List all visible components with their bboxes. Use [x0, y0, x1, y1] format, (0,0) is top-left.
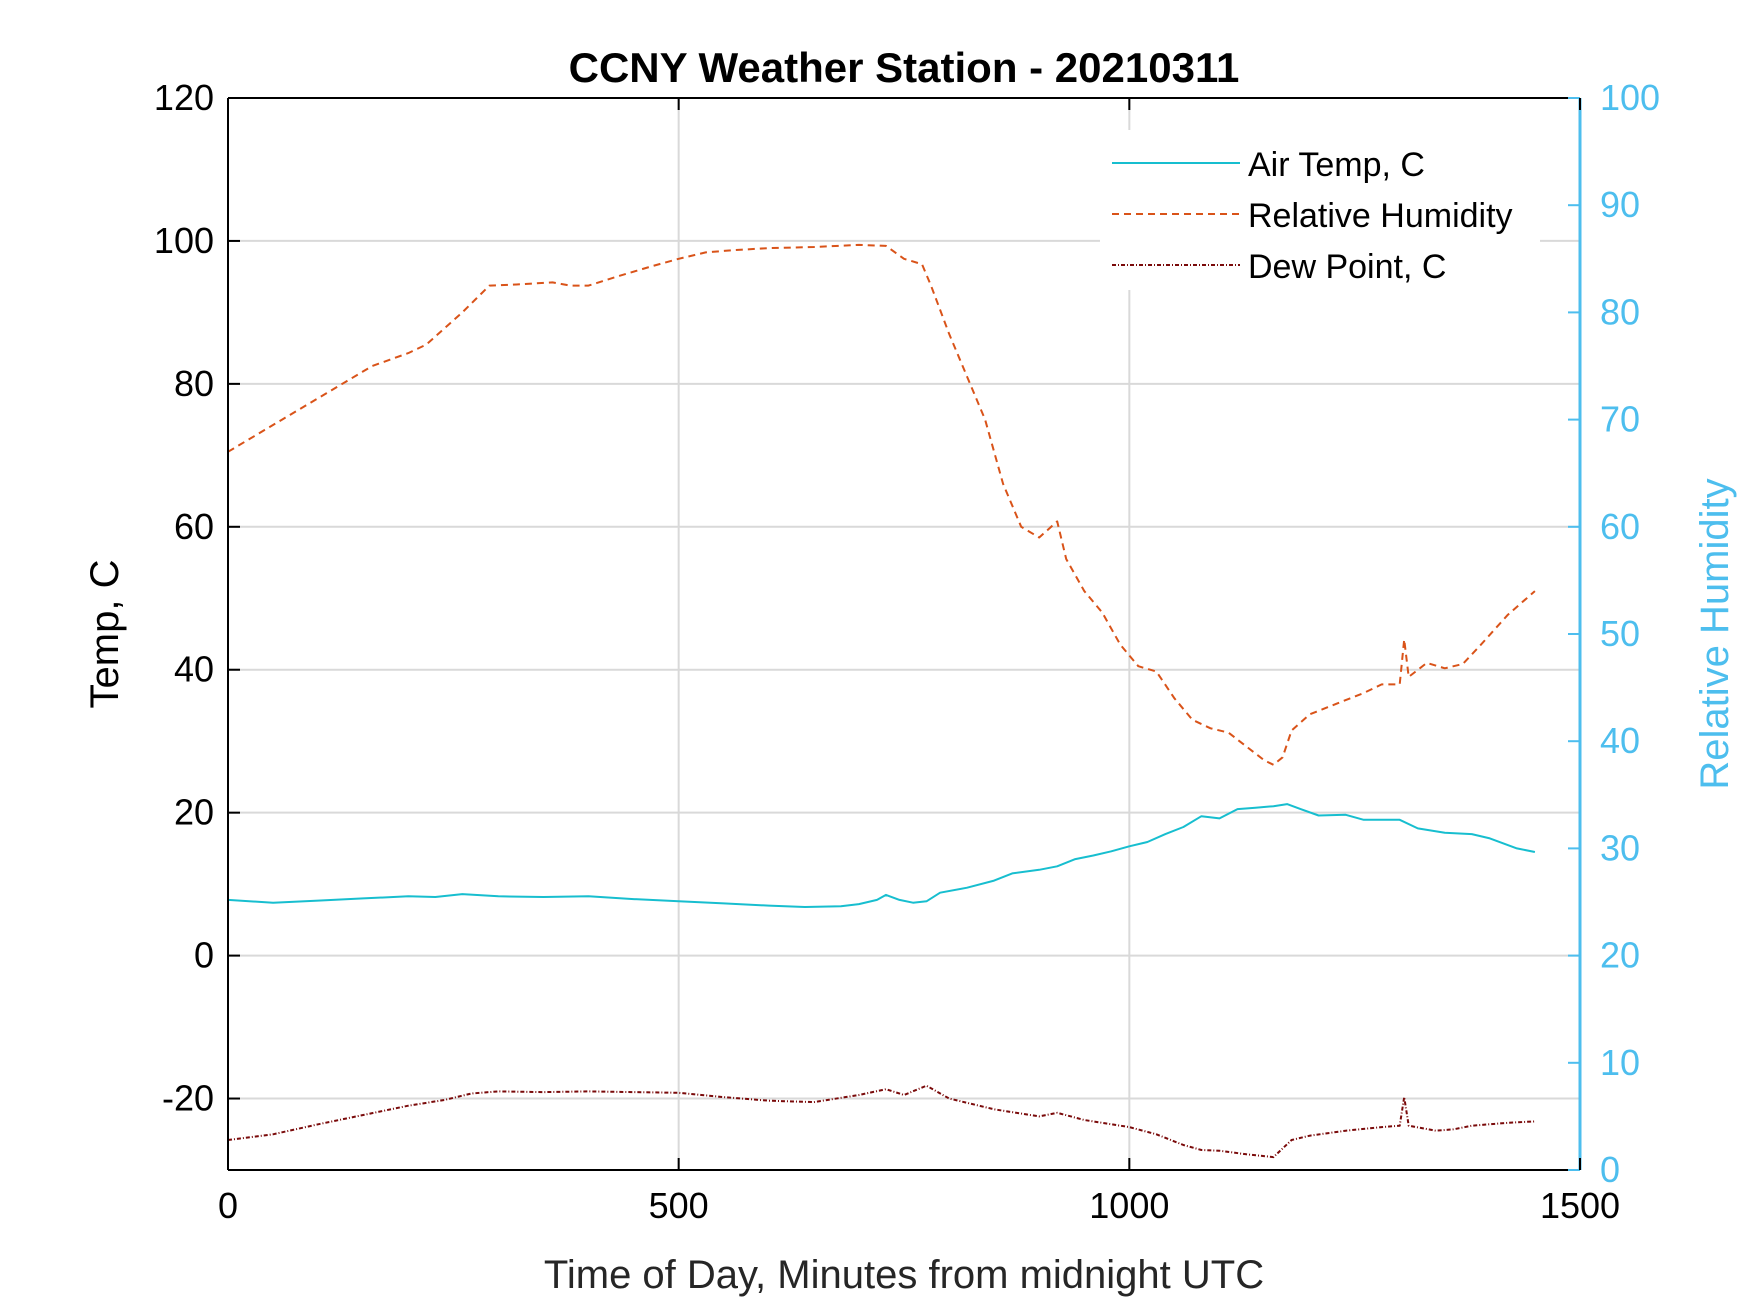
legend-entry-relative-humidity: Relative Humidity	[1248, 197, 1513, 235]
y-tick-label-left: 100	[154, 220, 214, 261]
x-tick-label: 1500	[1540, 1185, 1620, 1226]
line-relative-humidity	[227, 243, 1536, 766]
y-tick-label-right: 10	[1600, 1042, 1640, 1083]
x-axis-label: Time of Day, Minutes from midnight UTC	[544, 1253, 1264, 1297]
chart-title: CCNY Weather Station - 20210311	[569, 44, 1240, 91]
tick-labels: -20 0 20 40 60 80 100 120 0 10 20 30 40 50 60 70 80 90 100…	[154, 77, 1660, 1226]
x-tick-label: 1000	[1089, 1185, 1169, 1226]
legend-box	[1100, 130, 1540, 290]
y-tick-label-right: 30	[1600, 827, 1640, 868]
y-tick-label-left: 0	[194, 935, 214, 976]
y-tick-label-right: 100	[1600, 77, 1660, 118]
y-tick-label-left: 60	[174, 506, 214, 547]
line-dew-point	[227, 1084, 1535, 1159]
x-tick-label: 0	[218, 1185, 238, 1226]
y-tick-label-left: 20	[174, 792, 214, 833]
line-air-temp	[227, 803, 1536, 908]
legend-entry-dew-point: Dew Point, C	[1248, 248, 1446, 286]
y-tick-label-right: 0	[1600, 1149, 1620, 1190]
y-axis-label-left: Temp, C	[83, 560, 127, 709]
y-tick-label-right: 40	[1600, 720, 1640, 761]
y-tick-label-right: 60	[1600, 506, 1640, 547]
y-tick-label-left: 80	[174, 363, 214, 404]
axes	[227, 97, 1582, 1171]
y-tick-label-right: 20	[1600, 935, 1640, 976]
y-axis-label-right: Relative Humidity	[1693, 478, 1737, 789]
legend-entry-air-temp: Air Temp, C	[1248, 146, 1425, 184]
y-tick-label-left: 120	[154, 77, 214, 118]
y-tick-label-left: 40	[174, 649, 214, 690]
y-tick-label-left: -20	[162, 1078, 214, 1119]
x-tick-label: 500	[649, 1185, 709, 1226]
y-tick-label-right: 80	[1600, 291, 1640, 332]
series-lines	[227, 243, 1536, 1159]
legend: Air Temp, C Relative Humidity Dew Point,…	[1100, 130, 1540, 290]
y-tick-label-right: 70	[1600, 399, 1640, 440]
y-tick-label-right: 50	[1600, 613, 1640, 654]
y-tick-label-right: 90	[1600, 184, 1640, 225]
